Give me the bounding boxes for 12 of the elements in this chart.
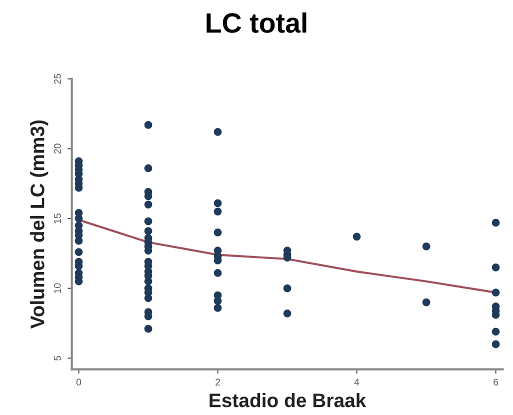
y-axis-title: Volumen del LC (mm3) (30, 120, 48, 329)
x-tick-label: 0 (76, 378, 82, 386)
x-tick-label: 2 (216, 378, 220, 386)
y-tick-label: 5 (54, 356, 61, 360)
x-tick-label: 6 (494, 378, 498, 386)
y-tick-label: 10 (54, 283, 61, 294)
x-axis-title: Estadio de Braak (210, 392, 366, 408)
y-tick-label: 25 (54, 74, 61, 84)
x-tick-label: 4 (354, 378, 360, 386)
y-tick-label: 15 (54, 214, 61, 224)
y-tick-label: 20 (54, 144, 61, 154)
chart-title: LC total (206, 12, 306, 33)
